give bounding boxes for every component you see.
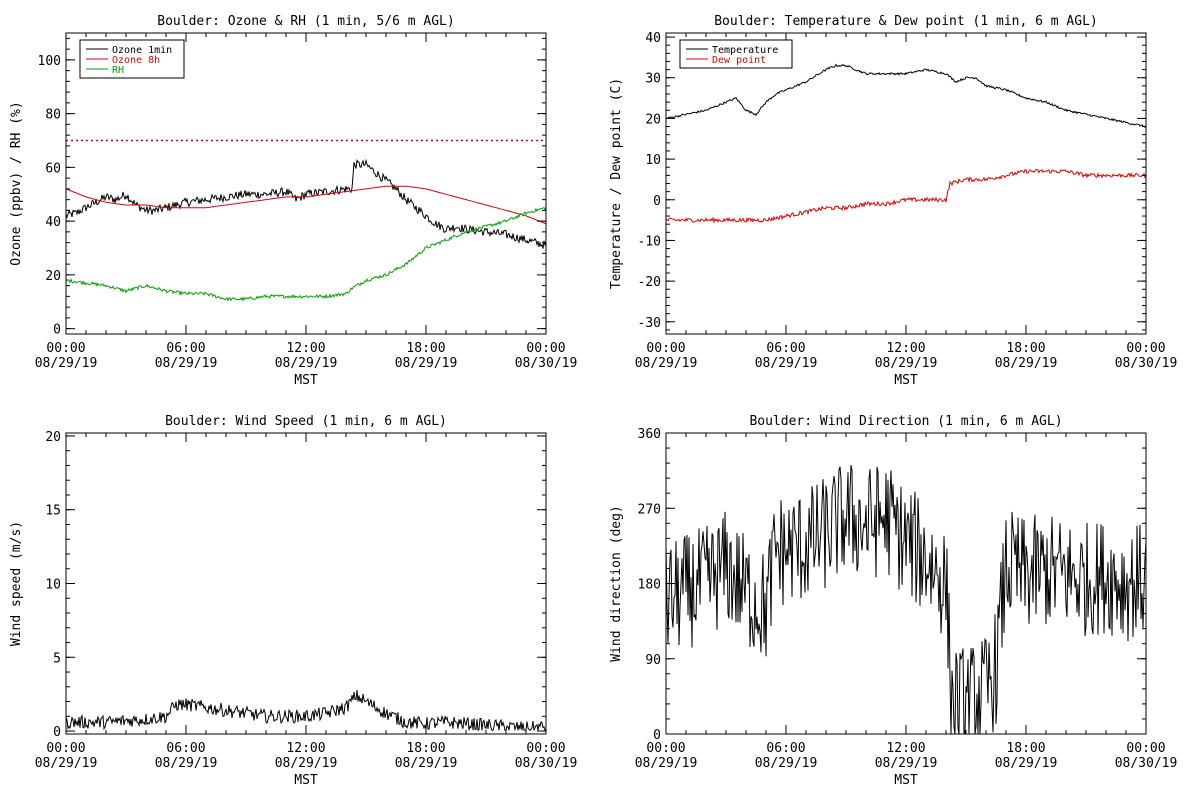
y-tick-label: 360: [638, 427, 661, 442]
y-tick-label: 40: [645, 31, 661, 46]
y-tick-label: 10: [45, 578, 61, 593]
y-axis-label: Wind speed (m/s): [9, 521, 24, 646]
y-tick-label: 180: [638, 578, 661, 593]
x-tick-date-label: 08/29/19: [275, 356, 338, 371]
chart-panel-2: Boulder: Temperature & Dew point (1 min,…: [609, 14, 1177, 388]
x-tick-date-label: 08/29/19: [995, 756, 1058, 771]
x-axis-label: MST: [894, 773, 918, 788]
y-tick-label: 0: [653, 728, 661, 743]
plot-frame: [65, 432, 547, 735]
series-line-dew-point: [666, 168, 1146, 224]
y-tick-label: 0: [53, 323, 61, 338]
chart-title: Boulder: Wind Direction (1 min, 6 m AGL): [749, 414, 1062, 429]
y-tick-label: 20: [45, 269, 61, 284]
x-axis-label: MST: [894, 373, 918, 388]
x-tick-label: 06:00: [166, 741, 205, 756]
y-tick-label: 20: [645, 112, 661, 127]
y-tick-label: 0: [53, 725, 61, 740]
y-tick-label: -30: [638, 316, 661, 331]
legend-box: [679, 39, 793, 69]
x-tick-date-label: 08/29/19: [155, 356, 218, 371]
legend-label: RH: [112, 65, 124, 76]
y-tick-label: 40: [45, 215, 61, 230]
x-tick-date-label: 08/29/19: [275, 756, 338, 771]
y-tick-label: 90: [645, 653, 661, 668]
x-tick-date-label: 08/29/19: [995, 356, 1058, 371]
chart-title: Boulder: Wind Speed (1 min, 6 m AGL): [165, 414, 447, 429]
legend-label: Temperature: [712, 45, 778, 56]
y-axis-label: Wind direction (deg): [609, 505, 624, 662]
y-axis-label: Temperature / Dew point (C): [609, 78, 624, 289]
x-tick-date-label: 08/29/19: [395, 756, 458, 771]
x-tick-date-label: 08/29/19: [755, 356, 818, 371]
y-tick-label: 100: [38, 54, 61, 69]
chart-title: Boulder: Temperature & Dew point (1 min,…: [714, 14, 1098, 29]
series-line-rh: [66, 206, 546, 302]
legend-label: Ozone 1min: [112, 45, 172, 56]
x-tick-label: 06:00: [766, 341, 805, 356]
x-tick-label: 12:00: [286, 741, 325, 756]
chart-panel-1: Boulder: Ozone & RH (1 min, 5/6 m AGL) 0 2…: [9, 14, 577, 388]
x-tick-date-label: 08/29/19: [875, 356, 938, 371]
series-line-data: [66, 690, 546, 732]
y-tick-label: 0: [653, 194, 661, 209]
y-axis-label: Ozone (ppbv) / RH (%): [9, 101, 24, 265]
x-tick-label: 00:00: [646, 741, 685, 756]
x-tick-label: 00:00: [526, 341, 565, 356]
x-tick-date-label: 08/29/19: [35, 756, 98, 771]
x-tick-label: 00:00: [1126, 741, 1165, 756]
x-tick-label: 00:00: [646, 341, 685, 356]
x-tick-label: 18:00: [406, 341, 445, 356]
x-tick-label: 12:00: [886, 741, 925, 756]
y-tick-label: 60: [45, 161, 61, 176]
chart-panel-4: Boulder: Wind Direction (1 min, 6 m AGL)…: [609, 414, 1177, 788]
series-line-temperature: [666, 63, 1146, 128]
x-tick-label: 12:00: [886, 341, 925, 356]
x-tick-date-label: 08/29/19: [395, 356, 458, 371]
y-tick-label: -20: [638, 275, 661, 290]
y-tick-label: -10: [638, 234, 661, 249]
x-tick-label: 00:00: [46, 741, 85, 756]
legend-label: Dew point: [712, 55, 766, 66]
y-tick-label: 30: [645, 72, 661, 87]
y-tick-label: 20: [45, 430, 61, 445]
x-tick-label: 00:00: [46, 341, 85, 356]
x-tick-label: 00:00: [1126, 341, 1165, 356]
x-tick-date-label: 08/29/19: [875, 756, 938, 771]
legend-label: Ozone 8h: [112, 55, 160, 66]
x-tick-date-label: 08/29/19: [155, 756, 218, 771]
x-tick-label: 00:00: [526, 741, 565, 756]
series-line-data: [666, 465, 1146, 734]
x-tick-date-label: 08/29/19: [35, 356, 98, 371]
x-tick-label: 18:00: [406, 741, 445, 756]
x-tick-date-label: 08/30/19: [515, 756, 578, 771]
y-tick-label: 10: [645, 153, 661, 168]
x-tick-label: 18:00: [1006, 741, 1045, 756]
x-tick-label: 06:00: [766, 741, 805, 756]
x-axis-label: MST: [294, 773, 318, 788]
series-line-ozone-1min: [66, 158, 546, 249]
x-tick-label: 18:00: [1006, 341, 1045, 356]
x-tick-date-label: 08/30/19: [515, 356, 578, 371]
x-tick-date-label: 08/29/19: [755, 756, 818, 771]
y-tick-label: 5: [53, 651, 61, 666]
y-tick-label: 15: [45, 504, 61, 519]
plot-frame: [665, 32, 1147, 335]
series-line-ozone-8h: [66, 185, 546, 225]
x-tick-date-label: 08/29/19: [635, 756, 698, 771]
x-tick-date-label: 08/30/19: [1115, 356, 1178, 371]
x-tick-label: 12:00: [286, 341, 325, 356]
x-tick-label: 06:00: [166, 341, 205, 356]
x-axis-label: MST: [294, 373, 318, 388]
x-tick-date-label: 08/29/19: [635, 356, 698, 371]
y-tick-label: 80: [45, 108, 61, 123]
y-tick-label: 270: [638, 502, 661, 517]
x-tick-date-label: 08/30/19: [1115, 756, 1178, 771]
chart-title: Boulder: Ozone & RH (1 min, 5/6 m AGL): [157, 14, 454, 29]
chart-panel-3: Boulder: Wind Speed (1 min, 6 m AGL) 0 5 10…: [9, 414, 577, 788]
